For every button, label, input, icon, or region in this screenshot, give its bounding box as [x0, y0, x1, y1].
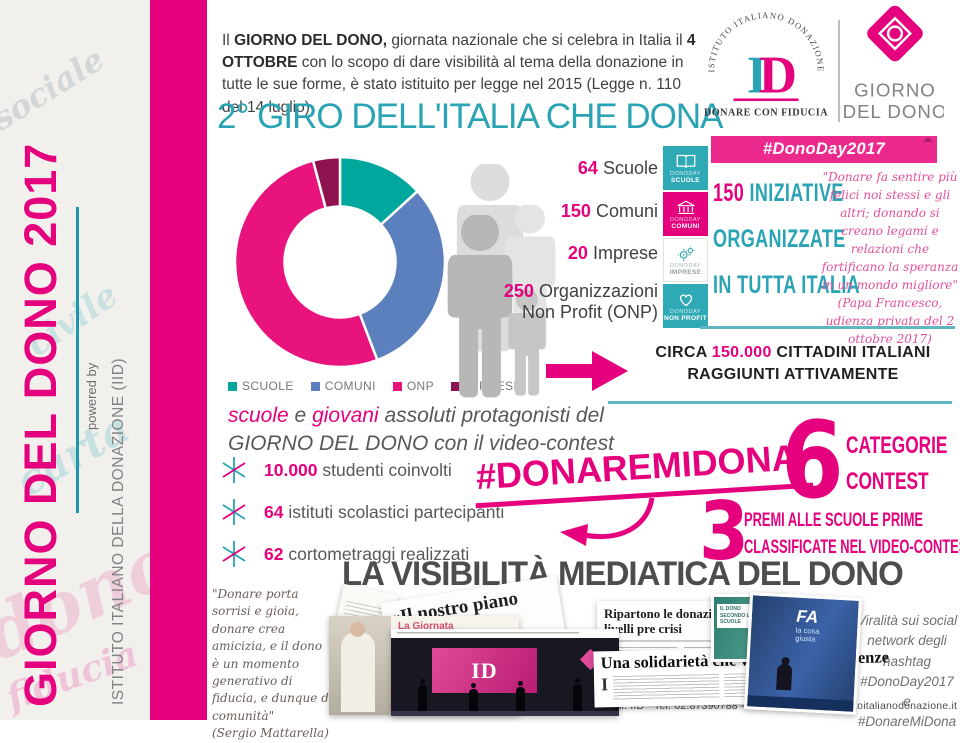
tile-imprese: DONODAY IMPRESE	[663, 238, 708, 282]
categories-label: CATEGORIE CONTEST	[846, 432, 948, 495]
pope-quote-attribution: (Papa Francesco, udienza privata del 2 o…	[825, 296, 955, 346]
mattarella-quote: "Donare porta sorrisi e gioia, donare cr…	[212, 587, 333, 741]
book-icon	[676, 154, 695, 168]
stat-comuni: 150 Comuni	[560, 201, 658, 221]
bullet-cortometraggi: 62 cortometraggi realizzati	[219, 539, 469, 569]
gdd-line1: GIORNO	[854, 80, 936, 101]
diamond-icon	[867, 5, 923, 62]
gears-icon	[677, 245, 695, 261]
pope-photo	[329, 616, 391, 715]
giorno-del-dono-logo: GIORNO DEL DONO	[844, 5, 944, 122]
legend-swatch	[310, 381, 320, 391]
prizes-count: 3	[699, 485, 750, 578]
legend-swatch	[451, 381, 461, 391]
asterisk-icon	[222, 499, 246, 525]
tv-show-logo: FA la cosa giusta	[795, 606, 820, 644]
stage-photo: ID	[391, 629, 619, 716]
asterisk-icon	[222, 541, 246, 567]
logo-divider	[838, 20, 840, 122]
right-arrow-icon	[546, 351, 628, 391]
media-section-title: LA VISIBILITÀ MEDIATICA DEL DONO	[342, 555, 904, 593]
intro-paragraph: Il GIORNO DEL DONO, giornata nazionale c…	[222, 31, 696, 116]
donut-chart	[233, 155, 447, 369]
legend-item: ONP	[392, 379, 434, 393]
category-tiles: DONODAY SCUOLE DONODAY COMUNI DONODAY IMPRE…	[663, 146, 708, 330]
stat-scuole: 64 Scuole	[577, 158, 658, 178]
vertical-divider	[76, 207, 79, 513]
tile-nonprofit: DONODAY NON PROFIT	[663, 284, 708, 328]
tile-scuole: DONODAY SCUOLE	[663, 146, 708, 190]
clipping-kicker: La Giornata	[398, 621, 454, 632]
asterisk-icon	[222, 457, 246, 483]
legend-item: SCUOLE	[228, 379, 294, 393]
initiatives-callout: 150 INIZIATIVE ORGANIZZATE IN TUTTA ITAL…	[713, 179, 861, 299]
bullet-studenti: 10.000 studenti coinvolti	[219, 455, 452, 485]
iid-tagline: DONARE CON FIDUCIA	[704, 108, 828, 119]
event-title-vertical: GIORNO DEL DONO 2017	[15, 142, 66, 707]
mattarella-attribution: (Sergio Mattarella)	[212, 726, 329, 741]
reach-statement: CIRCA 150.000 CITTADINI ITALIANI RAGGIUN…	[655, 344, 931, 384]
iid-logo: ISTITUTO ITALIANO DONAZIONE I D DONARE C…	[704, 10, 828, 119]
legend-swatch	[228, 381, 237, 391]
tv-screenshot-fa-la-cosa-giusta: FA la cosa giusta	[744, 592, 862, 715]
curved-arrow-icon	[560, 497, 655, 546]
organization-name-vertical: ISTITUTO ITALIANO DELLA DONAZIONE (IID)	[110, 357, 127, 705]
bullet-istituti: 64 istituti scolastici partecipanti	[219, 497, 504, 527]
social-virality-note: Viralità sui social network degli hashta…	[856, 613, 958, 730]
bank-icon	[676, 200, 695, 214]
iid-letter-d: D	[759, 46, 797, 104]
legend-item: COMUNI	[310, 379, 376, 393]
contest-headline: scuole e giovani assoluti protagonisti d…	[228, 404, 614, 456]
stat-imprese: 20 Imprese	[567, 243, 658, 263]
teal-divider-1	[700, 326, 955, 329]
tv-person	[775, 663, 792, 691]
tile-comuni: DONODAY COMUNI	[663, 192, 708, 236]
magenta-accent-bar	[150, 0, 207, 720]
iid-letter-i: I	[747, 46, 768, 104]
teal-divider-2	[608, 401, 952, 404]
heart-icon	[679, 294, 692, 306]
prizes-label: PREMI ALLE SCUOLE PRIME CLASSIFICATE NEL …	[744, 509, 960, 558]
donoday-hashtag-banner: #DonoDay2017	[711, 136, 937, 163]
categories-count: 6	[781, 399, 844, 522]
powered-by-label: powered by	[84, 362, 99, 430]
left-sidebar: sociale civile carta dono fiducia GIORNO…	[0, 0, 150, 720]
page-title: 2° GIRO DELL'ITALIA CHE DONA	[217, 97, 724, 136]
iid-underline	[733, 98, 799, 101]
stat-onp: 250 Organizzazioni Non Profit (ONP)	[503, 281, 658, 323]
pope-quote: "Donare fa sentire più felici noi stessi…	[821, 170, 959, 346]
gdd-line2: DEL DONO	[844, 101, 944, 122]
legend-swatch	[392, 381, 402, 391]
